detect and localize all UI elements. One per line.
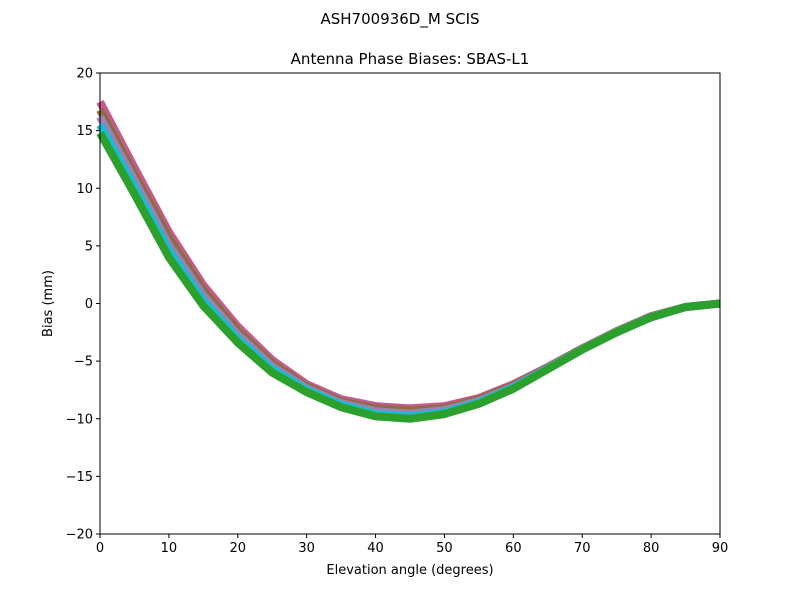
y-axis-label: Bias (mm) (41, 270, 56, 337)
y-axis: −20 −15 −10 −5 0 5 10 15 20 (66, 67, 100, 543)
y-tick-label: −20 (66, 528, 93, 543)
chart-title: Antenna Phase Biases: SBAS-L1 (291, 50, 530, 68)
x-axis-label: Elevation angle (degrees) (326, 563, 493, 578)
x-tick-label: 70 (574, 541, 591, 556)
figure-title: ASH700936D_M SCIS (320, 10, 479, 29)
series-lines (96, 99, 721, 423)
plot-frame (99, 72, 721, 535)
series-line-5 (96, 130, 721, 423)
y-tick-label: 20 (76, 67, 93, 82)
y-tick-label: 10 (76, 182, 93, 197)
y-tick-label: −10 (66, 412, 93, 427)
x-tick-label: 40 (367, 541, 384, 556)
x-axis: 0 10 20 30 40 50 60 70 80 90 (96, 534, 728, 556)
x-tick-label: 50 (436, 541, 453, 556)
y-tick-label: 0 (85, 297, 93, 312)
series-line-1 (96, 99, 721, 413)
x-tick-label: 20 (230, 541, 247, 556)
y-tick-label: −5 (74, 355, 93, 370)
x-tick-label: 30 (298, 541, 315, 556)
x-tick-label: 90 (712, 541, 729, 556)
y-tick-label: −15 (66, 470, 93, 485)
y-tick-label: 5 (85, 239, 93, 254)
x-tick-label: 80 (643, 541, 660, 556)
x-tick-label: 10 (161, 541, 178, 556)
y-tick-label: 15 (76, 124, 93, 139)
x-tick-label: 60 (505, 541, 522, 556)
series-line-2 (96, 108, 721, 415)
x-tick-label: 0 (96, 541, 104, 556)
